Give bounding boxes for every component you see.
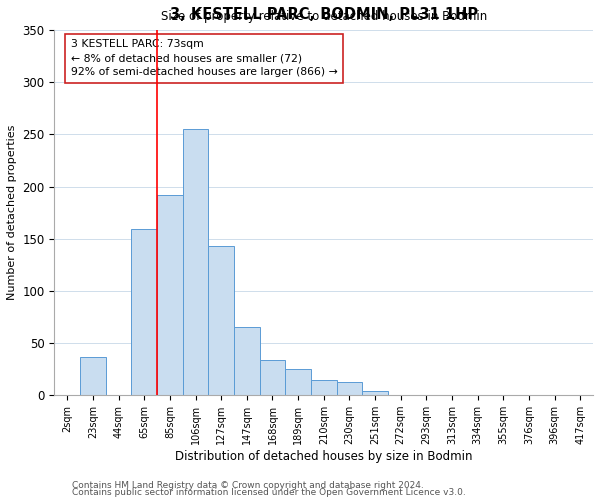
Title: 3, KESTELL PARC, BODMIN, PL31 1HP: 3, KESTELL PARC, BODMIN, PL31 1HP [170, 7, 478, 22]
Text: Contains public sector information licensed under the Open Government Licence v3: Contains public sector information licen… [72, 488, 466, 497]
X-axis label: Distribution of detached houses by size in Bodmin: Distribution of detached houses by size … [175, 450, 473, 463]
Bar [311, 380, 337, 396]
Bar [208, 246, 234, 396]
Bar [337, 382, 362, 396]
Y-axis label: Number of detached properties: Number of detached properties [7, 125, 17, 300]
Text: 3 KESTELL PARC: 73sqm
← 8% of detached houses are smaller (72)
92% of semi-detac: 3 KESTELL PARC: 73sqm ← 8% of detached h… [71, 39, 337, 77]
Bar [80, 356, 106, 396]
Bar [285, 369, 311, 396]
Bar [260, 360, 285, 396]
Bar [157, 195, 183, 396]
Bar [183, 129, 208, 396]
Text: Size of property relative to detached houses in Bodmin: Size of property relative to detached ho… [161, 10, 487, 23]
Bar [362, 391, 388, 396]
Bar [131, 230, 157, 396]
Text: Contains HM Land Registry data © Crown copyright and database right 2024.: Contains HM Land Registry data © Crown c… [72, 480, 424, 490]
Bar [234, 328, 260, 396]
